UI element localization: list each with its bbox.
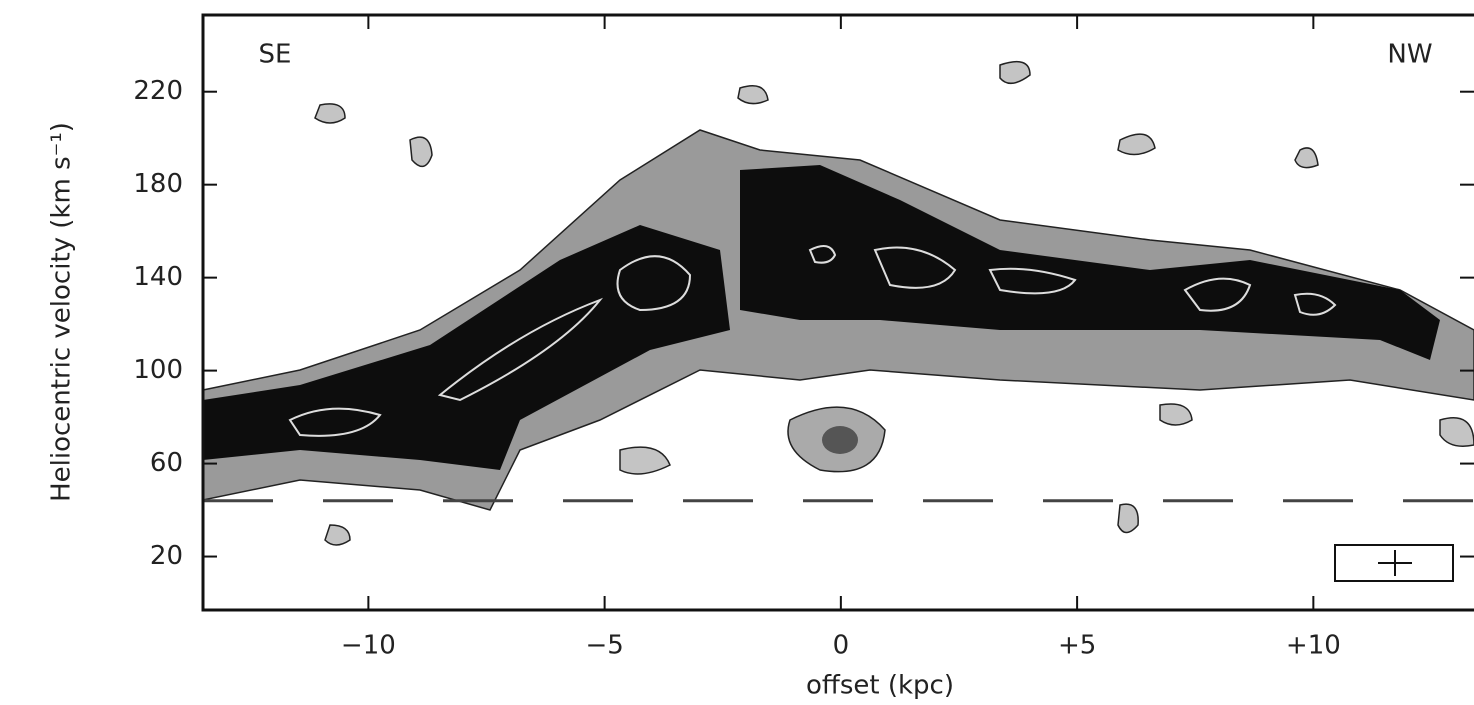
x-tick-label: +5 (1058, 631, 1096, 661)
y-tick-label: 180 (133, 169, 183, 199)
y-tick-label: 20 (150, 541, 183, 571)
x-tick-label: 0 (833, 631, 850, 661)
x-tick-label: +10 (1286, 631, 1341, 661)
annotation: NW (1387, 40, 1432, 70)
y-axis-label: Heliocentric velocity (km s⁻¹) (47, 122, 77, 502)
y-tick-label: 60 (150, 448, 183, 478)
plot-frame (201, 13, 1474, 612)
y-tick-label: 220 (133, 76, 183, 106)
x-axis-label: offset (kpc) (806, 671, 954, 701)
y-tick-label: 140 (133, 262, 183, 292)
y-tick-label: 100 (133, 355, 183, 385)
beam-box (1334, 544, 1454, 582)
x-tick-label: −5 (585, 631, 623, 661)
x-tick-label: −10 (341, 631, 396, 661)
emission (202, 60, 1474, 546)
annotation: SE (259, 40, 292, 70)
